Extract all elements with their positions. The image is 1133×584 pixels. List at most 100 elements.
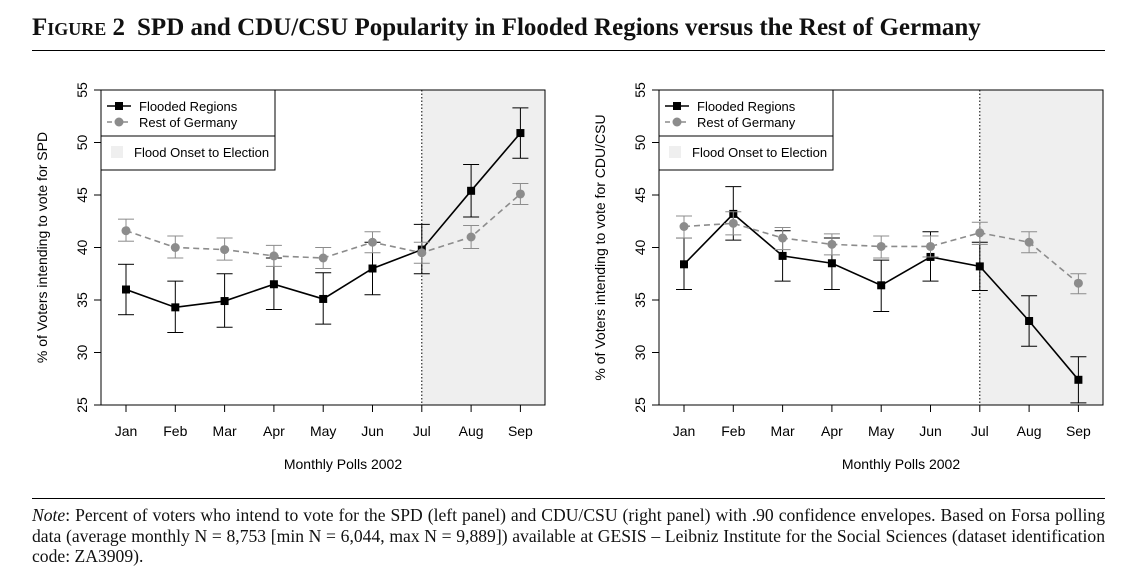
data-point: [516, 129, 525, 138]
series-line: [683, 222, 1079, 284]
data-point: [778, 233, 788, 243]
data-point: [1024, 237, 1034, 247]
data-point: [728, 218, 738, 228]
x-tick-label: Mar: [213, 423, 237, 439]
data-point: [220, 297, 229, 306]
title-rule: [32, 50, 1105, 51]
data-point: [417, 248, 427, 258]
data-point: [269, 280, 278, 289]
y-axis-label: % of Voters intending to vote for SPD: [34, 132, 50, 363]
y-tick-label: 50: [74, 135, 90, 151]
x-tick-label: Aug: [1017, 423, 1042, 439]
y-tick-label: 55: [74, 82, 90, 98]
data-point: [467, 186, 476, 195]
legend-label: Rest of Germany: [697, 115, 796, 130]
data-point: [220, 245, 230, 255]
y-tick-label: 45: [74, 187, 90, 203]
x-tick-label: Sep: [508, 423, 533, 439]
x-tick-label: Jan: [115, 423, 138, 439]
x-tick-label: Jun: [361, 423, 384, 439]
x-tick-label: Apr: [821, 423, 843, 439]
data-point: [318, 253, 328, 263]
y-tick-label: 30: [632, 345, 648, 361]
x-axis-label: Monthly Polls 2002: [284, 456, 403, 472]
data-point: [1073, 278, 1083, 288]
legend-marker: [673, 102, 681, 110]
y-tick-label: 35: [74, 292, 90, 308]
y-tick-label: 40: [74, 240, 90, 256]
shaded-region: [979, 90, 1103, 405]
figure-title: Figure 2 SPD and CDU/CSU Popularity in Fl…: [32, 14, 1112, 42]
series-flooded-regions: [118, 107, 529, 334]
x-tick-label: May: [868, 423, 894, 439]
figure-label: Figure 2: [32, 14, 126, 41]
x-tick-label: Jul: [413, 423, 431, 439]
figure-title-text: SPD and CDU/CSU Popularity in Flooded Re…: [137, 14, 981, 41]
data-point: [121, 226, 131, 236]
x-tick-label: Feb: [163, 423, 187, 439]
note-rule: [32, 498, 1105, 499]
legend-marker: [114, 117, 124, 127]
data-point: [319, 294, 328, 303]
x-tick-label: Jan: [673, 423, 696, 439]
data-point: [515, 189, 525, 199]
y-tick-label: 40: [632, 240, 648, 256]
data-point: [368, 264, 377, 273]
data-point: [876, 241, 886, 251]
shaded-region: [421, 90, 545, 405]
data-point: [1025, 317, 1034, 325]
charts-canvas: 25 30 35 40 45 50 55 % of Voters intending to v…: [34, 82, 1104, 472]
data-point: [679, 222, 689, 231]
x-tick-label: Feb: [721, 423, 745, 439]
chart-panel-1: 25 30 35 40 45 50 55 % of Voters intending to v…: [34, 82, 546, 472]
data-point: [827, 239, 837, 249]
x-tick-label: Aug: [459, 423, 484, 439]
note-text: : Percent of voters who intend to vote f…: [32, 505, 1105, 566]
x-tick-label: May: [310, 423, 336, 439]
data-point: [975, 228, 985, 238]
legend-label: Flood Onset to Election: [692, 145, 827, 160]
x-tick-label: Jul: [971, 423, 989, 439]
y-axis-label: % of Voters intending to vote for CDU/CS…: [592, 114, 608, 380]
data-point: [122, 285, 130, 294]
data-point: [1074, 375, 1083, 384]
legend-shade-swatch: [669, 146, 681, 158]
data-point: [466, 232, 476, 242]
series-rest-of-germany: [118, 182, 529, 269]
data-point: [926, 241, 935, 251]
data-point: [368, 237, 377, 247]
figure-note: Note: Percent of voters who intend to vo…: [32, 505, 1105, 567]
y-tick-label: 25: [74, 397, 90, 413]
y-tick-label: 55: [632, 82, 648, 98]
legend-label: Flood Onset to Election: [134, 145, 269, 160]
data-point: [877, 281, 886, 290]
data-point: [170, 243, 180, 252]
legend-marker: [115, 102, 123, 110]
legend-label: Flooded Regions: [139, 99, 238, 114]
legend-label: Rest of Germany: [139, 115, 238, 130]
data-point: [680, 260, 688, 269]
y-tick-label: 25: [632, 397, 648, 413]
note-label: Note: [32, 505, 66, 525]
legend-box: [658, 89, 834, 171]
y-tick-label: 30: [74, 345, 90, 361]
series-rest-of-germany: [676, 211, 1087, 295]
y-tick-label: 45: [632, 187, 648, 203]
data-point: [827, 259, 836, 268]
legend-marker: [672, 117, 682, 127]
data-point: [269, 251, 279, 261]
x-tick-label: Jun: [919, 423, 942, 439]
y-tick-label: 50: [632, 135, 648, 151]
data-point: [975, 262, 984, 271]
x-tick-label: Mar: [771, 423, 795, 439]
x-tick-label: Apr: [263, 423, 285, 439]
data-point: [171, 303, 180, 312]
legend-box: [100, 89, 276, 171]
y-tick-label: 35: [632, 292, 648, 308]
x-tick-label: Sep: [1066, 423, 1091, 439]
x-axis-label: Monthly Polls 2002: [842, 456, 961, 472]
legend-shade-swatch: [111, 146, 123, 158]
chart-panel-2: 25 30 35 40 45 50 55 % of Voters intending to v…: [592, 82, 1104, 472]
legend-label: Flooded Regions: [697, 99, 796, 114]
data-point: [778, 251, 787, 260]
